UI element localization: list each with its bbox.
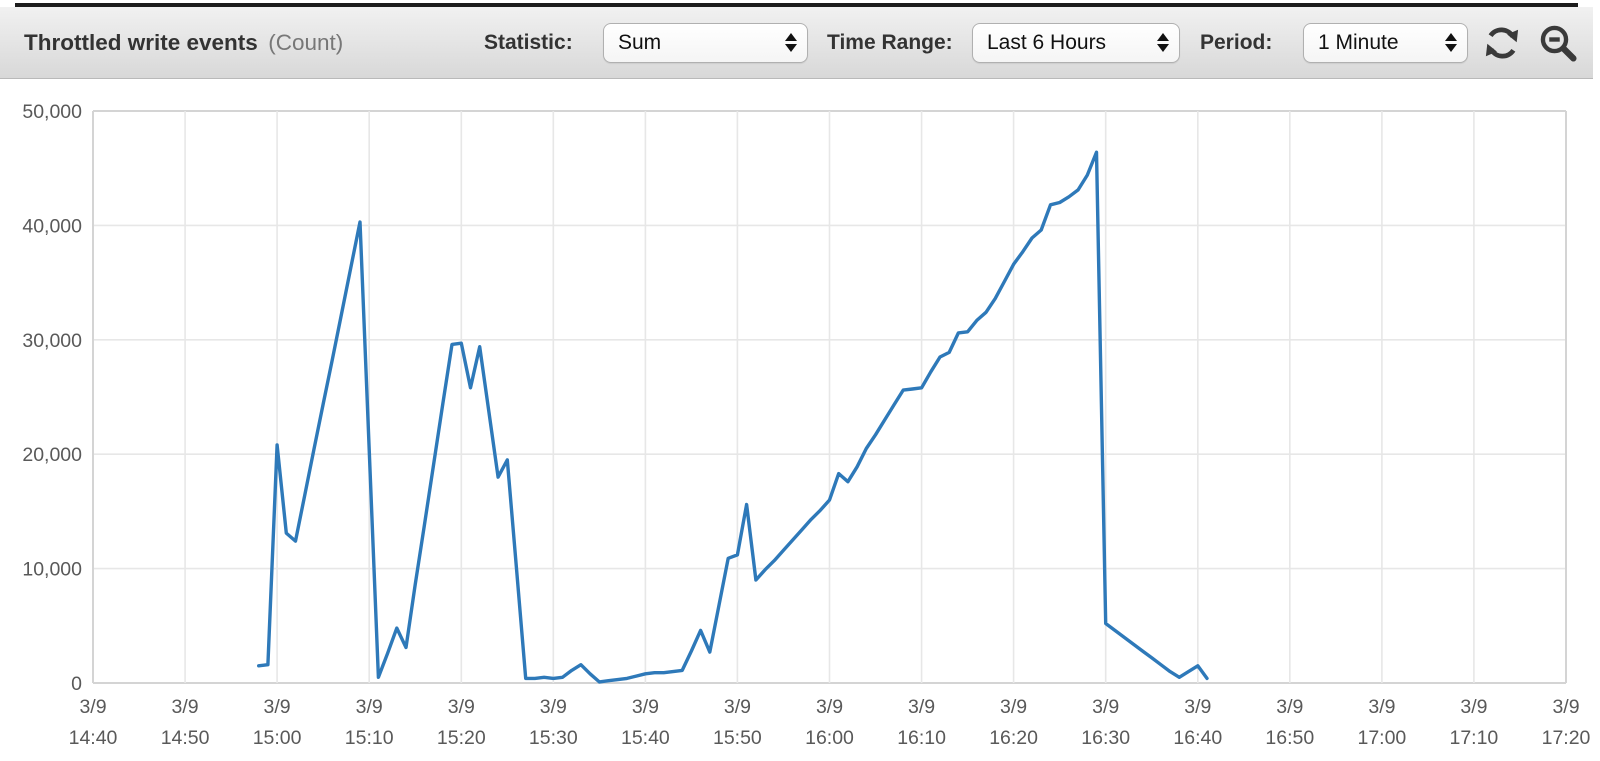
- x-tick-date: 3/9: [264, 696, 291, 718]
- chart-grid: [92, 110, 1567, 684]
- y-tick-label: 50,000: [22, 101, 82, 123]
- x-tick-time: 16:40: [1173, 727, 1222, 749]
- period-label: Period:: [1200, 30, 1273, 54]
- y-tick-label: 10,000: [22, 559, 82, 581]
- x-tick-date: 3/9: [1184, 696, 1211, 718]
- time-range-select-value: Last 6 Hours: [987, 30, 1107, 54]
- chart-title-unit: (Count): [268, 29, 344, 55]
- x-tick-date: 3/9: [1460, 696, 1487, 718]
- x-tick-time: 16:50: [1265, 727, 1314, 749]
- x-tick-time: 16:10: [897, 727, 946, 749]
- x-tick-time: 16:00: [805, 727, 854, 749]
- x-tick-time: 15:50: [713, 727, 762, 749]
- statistic-select[interactable]: Sum: [603, 22, 808, 63]
- x-tick-date: 3/9: [1368, 696, 1395, 718]
- x-tick-date: 3/9: [448, 696, 475, 718]
- time-range-label: Time Range:: [827, 30, 953, 54]
- statistic-select-value: Sum: [618, 30, 662, 54]
- period-select[interactable]: 1 Minute: [1303, 22, 1468, 63]
- x-tick-date: 3/9: [356, 696, 383, 718]
- chart-title: Throttled write events (Count): [24, 30, 343, 56]
- x-tick-time: 14:40: [69, 727, 118, 749]
- x-tick-date: 3/9: [816, 696, 843, 718]
- x-tick-time: 15:30: [529, 727, 578, 749]
- x-tick-date: 3/9: [79, 696, 106, 718]
- panel-top-border: [15, 3, 1578, 7]
- x-tick-time: 15:00: [253, 727, 302, 749]
- y-tick-label: 0: [71, 673, 82, 695]
- x-tick-date: 3/9: [724, 696, 751, 718]
- period-select-value: 1 Minute: [1318, 30, 1399, 54]
- refresh-icon: [1485, 27, 1519, 58]
- x-tick-time: 16:20: [989, 727, 1038, 749]
- zoom-out-icon: [1540, 25, 1577, 62]
- series-line-throttled-write-events: [257, 150, 1209, 684]
- chart-canvas: 0 10,000 20,000 30,000 40,000 50,000 3/9 14:40 3…: [22, 101, 1590, 749]
- x-tick-date: 3/9: [172, 696, 199, 718]
- x-tick-time: 15:10: [345, 727, 394, 749]
- x-tick-time: 17:20: [1542, 727, 1591, 749]
- chart-header: Throttled write events (Count) Statistic…: [0, 7, 1593, 79]
- x-tick-date: 3/9: [1276, 696, 1303, 718]
- x-tick-time: 17:00: [1357, 727, 1406, 749]
- x-tick-date: 3/9: [1092, 696, 1119, 718]
- x-tick-date: 3/9: [908, 696, 935, 718]
- zoom-out-button[interactable]: [1534, 19, 1582, 67]
- x-tick-time: 16:30: [1081, 727, 1130, 749]
- select-arrows-icon: [1157, 33, 1169, 52]
- x-tick-date: 3/9: [1552, 696, 1579, 718]
- x-tick-time: 15:40: [621, 727, 670, 749]
- x-tick-time: 15:20: [437, 727, 486, 749]
- time-range-select[interactable]: Last 6 Hours: [972, 22, 1180, 63]
- x-tick-date: 3/9: [632, 696, 659, 718]
- y-tick-label: 30,000: [22, 330, 82, 352]
- select-arrows-icon: [1445, 33, 1457, 52]
- select-arrows-icon: [785, 33, 797, 52]
- right-gutter: [1593, 0, 1600, 84]
- chart-title-text: Throttled write events: [24, 29, 258, 55]
- axis-tick-labels: 0 10,000 20,000 30,000 40,000 50,000 3/9 14:40 3…: [22, 101, 1590, 749]
- y-tick-label: 40,000: [22, 215, 82, 237]
- refresh-button[interactable]: [1478, 19, 1526, 67]
- x-tick-time: 17:10: [1449, 727, 1498, 749]
- y-tick-label: 20,000: [22, 444, 82, 466]
- statistic-label: Statistic:: [484, 30, 573, 54]
- x-tick-time: 14:50: [161, 727, 210, 749]
- x-tick-date: 3/9: [1000, 696, 1027, 718]
- metric-chart: 0 10,000 20,000 30,000 40,000 50,000 3/9 14:40 3…: [0, 80, 1600, 761]
- x-tick-date: 3/9: [540, 696, 567, 718]
